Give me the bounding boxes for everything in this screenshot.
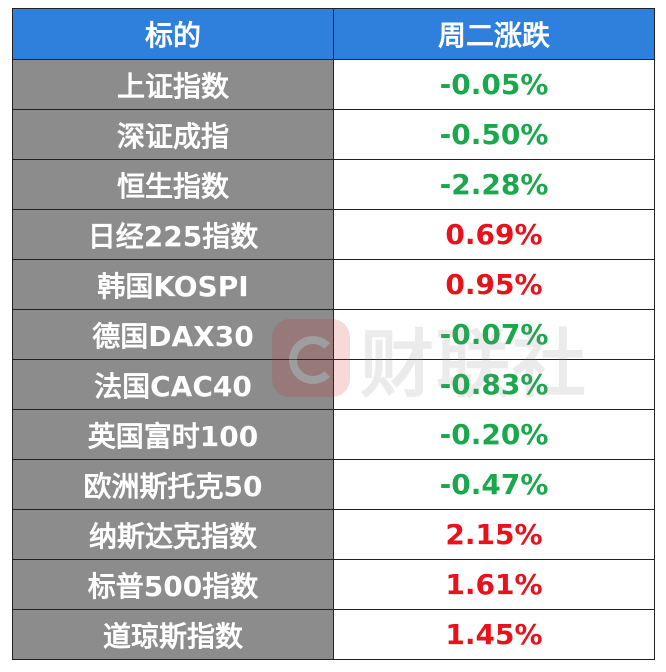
- index-change-value: 1.61%: [333, 559, 655, 610]
- index-name: 德国DAX30: [12, 309, 334, 360]
- table-row: 欧洲斯托克50 -0.47%: [12, 459, 655, 510]
- table-row: 韩国KOSPI 0.95%: [12, 259, 655, 310]
- header-change: 周二涨跌: [333, 8, 655, 60]
- index-change-value: 1.45%: [333, 609, 655, 660]
- table-row: 法国CAC40 -0.83%: [12, 359, 655, 410]
- table-row: 纳斯达克指数 2.15%: [12, 509, 655, 560]
- index-change-value: 0.69%: [333, 209, 655, 260]
- table-row: 德国DAX30 -0.07%: [12, 309, 655, 360]
- index-change-value: -2.28%: [333, 159, 655, 210]
- index-change-value: -0.07%: [333, 309, 655, 360]
- index-change-value: 0.95%: [333, 259, 655, 310]
- index-name: 恒生指数: [12, 159, 334, 210]
- index-name: 英国富时100: [12, 409, 334, 460]
- index-name: 标普500指数: [12, 559, 334, 610]
- table-row: 恒生指数 -2.28%: [12, 159, 655, 210]
- index-name: 韩国KOSPI: [12, 259, 334, 310]
- header-name: 标的: [12, 8, 334, 60]
- table-row: 标普500指数 1.61%: [12, 559, 655, 610]
- table-row: 上证指数 -0.05%: [12, 59, 655, 110]
- index-change-value: -0.20%: [333, 409, 655, 460]
- table-row: 英国富时100 -0.20%: [12, 409, 655, 460]
- index-change-table: 标的 周二涨跌 上证指数 -0.05% 深证成指 -0.50% 恒生指数 -2.28% 日经…: [12, 8, 655, 660]
- index-name: 纳斯达克指数: [12, 509, 334, 560]
- index-name: 道琼斯指数: [12, 609, 334, 660]
- index-change-value: -0.05%: [333, 59, 655, 110]
- index-name: 上证指数: [12, 59, 334, 110]
- index-change-value: -0.50%: [333, 109, 655, 160]
- table-body: 上证指数 -0.05% 深证成指 -0.50% 恒生指数 -2.28% 日经225指数 0.6…: [12, 59, 655, 660]
- table-row: 深证成指 -0.50%: [12, 109, 655, 160]
- table-row: 日经225指数 0.69%: [12, 209, 655, 260]
- index-change-value: -0.47%: [333, 459, 655, 510]
- index-change-value: -0.83%: [333, 359, 655, 410]
- index-name: 欧洲斯托克50: [12, 459, 334, 510]
- index-name: 深证成指: [12, 109, 334, 160]
- table-header-row: 标的 周二涨跌: [12, 8, 655, 60]
- index-name: 法国CAC40: [12, 359, 334, 410]
- index-change-value: 2.15%: [333, 509, 655, 560]
- table-row: 道琼斯指数 1.45%: [12, 609, 655, 660]
- index-name: 日经225指数: [12, 209, 334, 260]
